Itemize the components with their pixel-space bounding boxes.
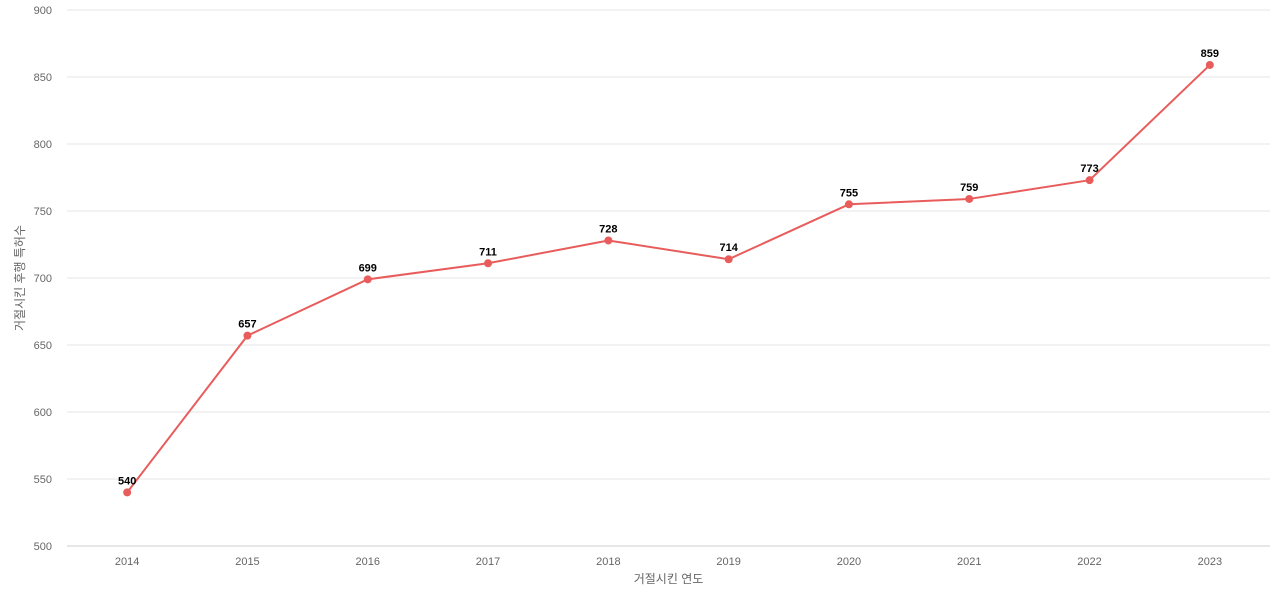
y-axis-ticks: 500 550 600 650 700 750 800 850 900 xyxy=(34,5,52,553)
data-point[interactable] xyxy=(123,488,132,497)
data-labels: 540 657 699 711 728 714 755 759 773 859 xyxy=(118,48,1219,487)
x-tick-label: 2015 xyxy=(235,556,259,568)
x-axis-title: 거절시킨 연도 xyxy=(634,572,704,586)
data-label: 540 xyxy=(118,475,136,487)
x-tick-label: 2019 xyxy=(716,556,740,568)
data-label: 773 xyxy=(1080,163,1098,175)
x-tick-label: 2023 xyxy=(1198,556,1222,568)
data-label: 859 xyxy=(1201,48,1219,60)
y-tick-label: 800 xyxy=(34,139,52,151)
data-point[interactable] xyxy=(965,194,974,203)
data-label: 759 xyxy=(960,182,978,194)
data-label: 714 xyxy=(719,242,738,254)
data-label: 711 xyxy=(479,246,497,258)
x-axis-ticks: 2014 2015 2016 2017 2018 2019 2020 2021 2022 2023 xyxy=(115,556,1222,568)
data-points xyxy=(123,60,1214,497)
y-tick-label: 700 xyxy=(34,273,52,285)
y-tick-label: 650 xyxy=(34,340,52,352)
x-tick-label: 2017 xyxy=(476,556,500,568)
data-label: 755 xyxy=(840,187,858,199)
x-tick-label: 2014 xyxy=(115,556,139,568)
y-tick-label: 900 xyxy=(34,5,52,17)
y-tick-label: 850 xyxy=(34,72,52,84)
series xyxy=(126,64,1211,494)
x-tick-label: 2018 xyxy=(596,556,620,568)
x-tick-label: 2022 xyxy=(1077,556,1101,568)
x-tick-label: 2021 xyxy=(957,556,981,568)
data-point[interactable] xyxy=(243,331,252,340)
grid xyxy=(67,9,1270,480)
data-label: 699 xyxy=(359,262,377,274)
data-point[interactable] xyxy=(363,275,372,284)
y-tick-label: 550 xyxy=(34,474,52,486)
data-point[interactable] xyxy=(484,259,493,268)
x-tick-label: 2020 xyxy=(837,556,861,568)
series-line xyxy=(126,64,1211,494)
data-label: 657 xyxy=(238,319,256,331)
data-label: 728 xyxy=(599,223,617,235)
y-axis-title: 거절시킨 후행 특허수 xyxy=(12,225,27,331)
y-tick-label: 750 xyxy=(34,206,52,218)
data-point[interactable] xyxy=(724,255,733,264)
data-point[interactable] xyxy=(604,236,613,245)
x-tick-label: 2016 xyxy=(356,556,380,568)
y-tick-label: 600 xyxy=(34,407,52,419)
data-point[interactable] xyxy=(844,200,853,209)
y-tick-label: 500 xyxy=(34,541,52,553)
data-point[interactable] xyxy=(1205,60,1214,69)
data-point[interactable] xyxy=(1085,176,1094,185)
